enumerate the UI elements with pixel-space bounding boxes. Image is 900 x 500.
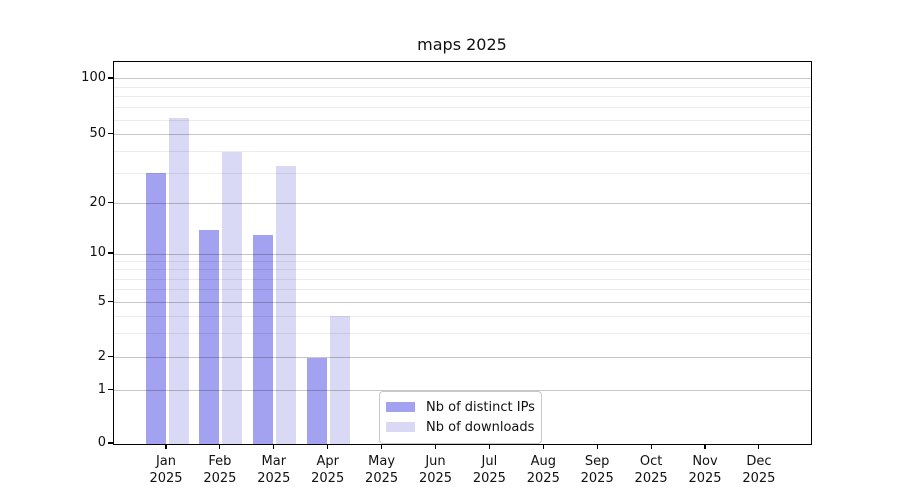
- y-tick-mark: [108, 301, 113, 303]
- x-tick-label-dec: Dec 2025: [742, 454, 776, 486]
- y-tick-mark: [108, 202, 113, 204]
- minor-gridline: [114, 260, 811, 262]
- y-tick-label: 1: [97, 381, 106, 397]
- x-tick-mark: [488, 444, 490, 450]
- y-tick-mark: [108, 252, 113, 254]
- major-gridline: [114, 253, 811, 255]
- x-tick-mark: [165, 444, 167, 450]
- legend-swatch-distinct-ips-icon: [386, 401, 415, 413]
- y-tick-label: 50: [89, 125, 106, 141]
- x-tick-mark: [219, 444, 221, 450]
- bar-nb-of-distinct-ips-apr: [307, 357, 328, 444]
- minor-gridline: [114, 289, 811, 291]
- y-tick-label: 100: [81, 69, 106, 85]
- x-tick-label-feb: Feb 2025: [203, 454, 237, 486]
- y-tick-mark: [108, 355, 113, 358]
- minor-gridline: [114, 107, 811, 109]
- x-tick-label-apr: Apr 2025: [311, 454, 345, 486]
- major-gridline: [114, 357, 811, 359]
- bar-nb-of-downloads-jan: [168, 117, 189, 444]
- x-tick-mark: [273, 444, 275, 450]
- major-gridline: [114, 78, 811, 80]
- x-tick-mark: [434, 444, 437, 450]
- x-tick-label-mar: Mar 2025: [257, 454, 291, 486]
- x-tick-mark: [542, 444, 544, 450]
- legend-item-downloads: Nb of downloads: [386, 417, 535, 437]
- x-tick-mark: [327, 444, 329, 450]
- x-tick-label-jan: Jan 2025: [149, 454, 183, 486]
- bar-nb-of-downloads-mar: [276, 166, 297, 444]
- minor-gridline: [114, 278, 811, 280]
- minor-gridline: [114, 315, 811, 317]
- legend: Nb of distinct IPs Nb of downloads: [379, 391, 542, 444]
- chart-title: maps 2025: [417, 35, 507, 54]
- minor-gridline: [114, 269, 811, 271]
- x-tick-label-jun: Jun 2025: [418, 454, 453, 486]
- bar-nb-of-downloads-feb: [222, 151, 243, 444]
- y-tick-label: 5: [97, 293, 106, 309]
- minor-gridline: [114, 151, 811, 153]
- x-tick-mark: [758, 444, 760, 450]
- x-tick-mark: [650, 444, 652, 450]
- minor-gridline: [114, 86, 811, 88]
- bar-nb-of-distinct-ips-jan: [145, 173, 166, 444]
- major-gridline: [114, 390, 811, 392]
- x-tick-label-nov: Nov 2025: [688, 454, 722, 486]
- y-tick-mark: [108, 133, 113, 135]
- y-tick-mark: [108, 388, 113, 391]
- x-tick-label-sep: Sep 2025: [580, 454, 614, 486]
- legend-swatch-downloads-icon: [386, 421, 415, 433]
- major-gridline: [114, 203, 811, 205]
- minor-gridline: [114, 332, 811, 334]
- minor-gridline: [114, 172, 811, 174]
- x-tick-label-oct: Oct 2025: [634, 454, 668, 486]
- legend-item-distinct-ips: Nb of distinct IPs: [386, 397, 535, 417]
- x-tick-mark: [381, 444, 383, 450]
- legend-label-distinct-ips: Nb of distinct IPs: [426, 399, 535, 415]
- y-tick-label: 20: [89, 194, 106, 210]
- x-tick-mark: [704, 444, 706, 450]
- y-tick-label: 0: [97, 435, 106, 450]
- y-tick-label: 10: [89, 245, 106, 261]
- bar-nb-of-distinct-ips-feb: [199, 229, 220, 444]
- y-tick-mark: [108, 442, 113, 444]
- minor-gridline: [114, 119, 811, 121]
- y-tick-mark: [108, 77, 113, 79]
- x-tick-mark: [596, 444, 598, 450]
- major-gridline: [114, 302, 811, 304]
- major-gridline: [114, 134, 811, 136]
- legend-label-downloads: Nb of downloads: [426, 419, 535, 435]
- y-tick-label: 2: [97, 348, 106, 364]
- x-tick-label-may: May 2025: [365, 454, 399, 486]
- plot-area: Nb of distinct IPs Nb of downloads: [113, 61, 812, 445]
- bar-nb-of-distinct-ips-mar: [253, 235, 274, 444]
- bar-nb-of-downloads-apr: [330, 316, 351, 444]
- x-tick-label-jul: Jul 2025: [472, 454, 506, 486]
- x-tick-label-aug: Aug 2025: [526, 454, 560, 486]
- minor-gridline: [114, 96, 811, 98]
